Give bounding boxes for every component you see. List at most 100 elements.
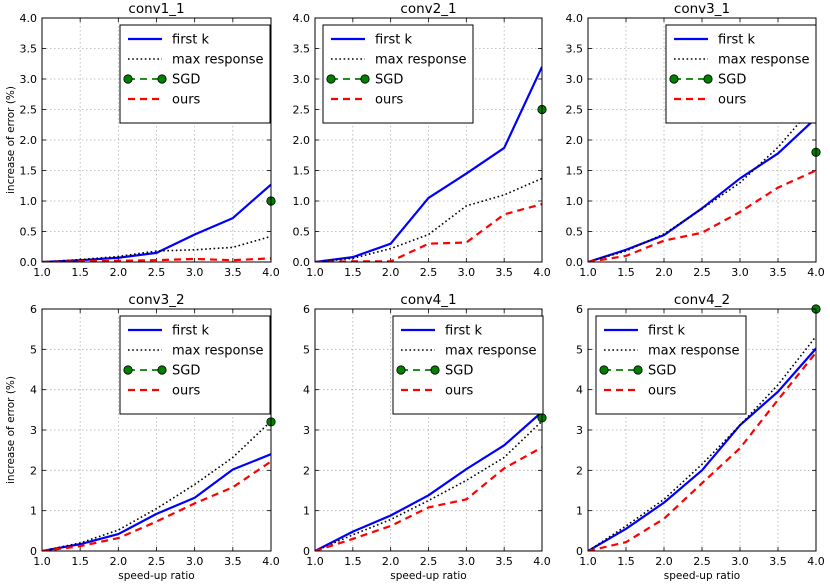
series-line-max-response [588, 335, 816, 551]
legend-label-first-k: first k [172, 324, 210, 339]
axes-frame [314, 308, 543, 552]
legend-label-ours: ours [648, 384, 677, 399]
legend-label-first-k: first k [445, 324, 483, 339]
series-line-ours [315, 446, 542, 551]
y-tick-label: 1.5 [20, 165, 38, 178]
series-line-first-k [315, 411, 542, 551]
y-tick-label: 0.5 [20, 226, 38, 239]
legend-label-max-response: max response [648, 344, 740, 359]
y-tick-label: 3.0 [20, 73, 38, 86]
x-tick-label: 2.0 [382, 266, 400, 279]
y-tick-label: 1 [30, 505, 37, 518]
legend-label-first-k: first k [648, 324, 686, 339]
y-tick-label: 3.5 [20, 43, 38, 56]
legend-marker-sgd [396, 365, 406, 375]
x-tick-label: 3.5 [769, 266, 787, 279]
legend-label-sgd: SGD [172, 364, 200, 379]
axes-frame [41, 17, 272, 263]
y-tick-label: 5 [30, 343, 37, 356]
x-tick-label: 2.5 [148, 555, 166, 568]
y-tick-label: 1.5 [293, 165, 311, 178]
x-tick-label: 4.0 [533, 555, 551, 568]
series-line-max-response [588, 102, 816, 262]
legend-box [119, 24, 271, 124]
legend-marker-sgd [360, 74, 370, 84]
legend-box [595, 315, 747, 415]
y-tick-label: 2.0 [20, 134, 38, 147]
x-tick-label: 3.5 [224, 555, 242, 568]
series-line-ours [588, 169, 816, 262]
legend-label-sgd: SGD [648, 364, 676, 379]
x-tick-label: 3.0 [186, 266, 204, 279]
x-tick-label: 1.0 [579, 555, 597, 568]
y-tick-label: 1.0 [293, 195, 311, 208]
legend-label-max-response: max response [375, 53, 467, 68]
y-tick-label: 2.0 [566, 134, 584, 147]
legend: first k max response SGD ours [595, 315, 747, 415]
y-tick-label: 3 [303, 424, 310, 437]
y-tick-label: 5 [576, 343, 583, 356]
legend: first k max response SGD ours [392, 315, 544, 415]
x-tick-label: 1.5 [344, 266, 362, 279]
y-tick-label: 2.5 [293, 104, 311, 117]
axes-frame [587, 308, 817, 552]
series-line-first-k [315, 66, 542, 262]
legend-marker-sgd [123, 74, 133, 84]
subplot-title: conv4_2 [674, 292, 730, 308]
legend-label-ours: ours [375, 93, 404, 108]
y-tick-label: 6 [576, 303, 583, 316]
legend-label-first-k: first k [375, 33, 413, 48]
series-line-ours [588, 351, 816, 551]
legend-marker-sgd [599, 365, 609, 375]
x-tick-label: 1.5 [617, 555, 635, 568]
x-tick-label: 2.5 [148, 266, 166, 279]
legend-marker-sgd [157, 365, 167, 375]
y-tick-label: 1.5 [566, 165, 584, 178]
subplot-conv1-1: 1.0 1.5 2.0 2.5 3.0 3.5 4.0 0.0 0.5 1.0 1.5 2.0 2.5 3… [5, 1, 280, 279]
legend-box [322, 24, 474, 124]
x-tick-label: 2.0 [110, 266, 128, 279]
legend-box [392, 315, 544, 415]
y-tick-label: 4.0 [20, 12, 38, 25]
axes-frame [587, 17, 817, 263]
legend-marker-sgd [633, 365, 643, 375]
legend-label-ours: ours [718, 93, 747, 108]
subplot-title: conv4_1 [400, 292, 456, 308]
legend: first k max response SGD ours [665, 24, 817, 124]
legend-label-sgd: SGD [172, 73, 200, 88]
x-tick-label: 3.0 [186, 555, 204, 568]
y-tick-label: 4 [30, 384, 37, 397]
x-tick-label: 2.0 [382, 555, 400, 568]
legend-marker-sgd [326, 74, 336, 84]
y-tick-label: 4 [576, 384, 583, 397]
y-tick-label: 3 [30, 424, 37, 437]
x-tick-label: 3.5 [495, 555, 513, 568]
x-tick-label: 3.0 [458, 555, 476, 568]
y-tick-label: 0 [576, 545, 583, 558]
y-tick-label: 0.0 [566, 256, 584, 269]
series-line-max-response [42, 235, 271, 262]
x-tick-label: 4.0 [533, 266, 551, 279]
series-line-ours [42, 460, 271, 551]
legend-label-sgd: SGD [445, 364, 473, 379]
series-line-max-response [315, 177, 542, 262]
subplot-conv4-2: 1.0 1.5 2.0 2.5 3.0 3.5 4.0 0 1 2 3 4 5 6 conv4_2speed… [576, 292, 825, 582]
x-tick-label: 3.0 [731, 266, 749, 279]
x-tick-label: 1.5 [344, 555, 362, 568]
y-tick-label: 4 [303, 384, 310, 397]
legend: first k max response SGD ours [322, 24, 474, 124]
axes-frame [41, 308, 272, 552]
legend-marker-sgd [157, 74, 167, 84]
y-tick-label: 1 [576, 505, 583, 518]
series-line-first-k [42, 453, 271, 551]
legend-label-ours: ours [172, 93, 201, 108]
y-tick-label: 2 [576, 464, 583, 477]
subplot-title: conv1_1 [128, 1, 184, 17]
y-tick-label: 5 [303, 343, 310, 356]
legend-label-sgd: SGD [718, 73, 746, 88]
legend-marker-sgd [703, 74, 713, 84]
y-tick-label: 0.0 [20, 256, 38, 269]
legend-box [665, 24, 817, 124]
legend-label-first-k: first k [718, 33, 756, 48]
y-tick-label: 2 [30, 464, 37, 477]
